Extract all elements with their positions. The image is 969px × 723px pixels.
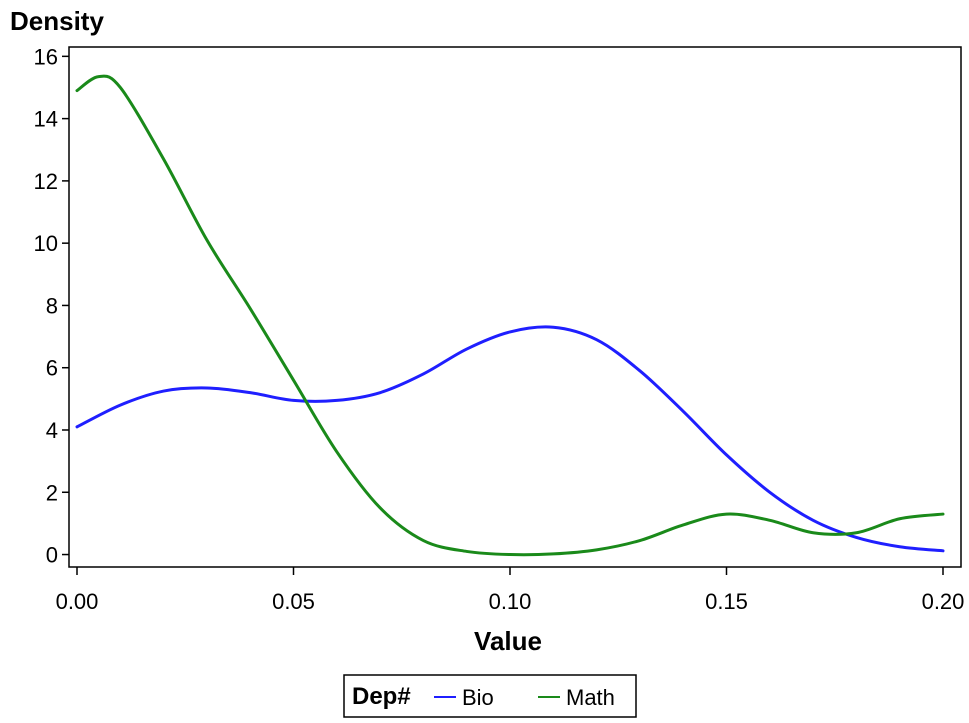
y-tick-label: 14 [34,107,58,132]
x-tick-label: 0.00 [56,589,99,614]
y-axis: 0 2 4 6 8 10 12 14 16 [34,44,69,568]
series-line-math [75,74,945,557]
plot-lines [75,74,945,557]
x-tick-label: 0.05 [272,589,315,614]
legend-box [343,674,637,718]
y-tick-label: 0 [46,543,58,568]
y-tick-label: 8 [46,293,58,318]
x-tick-label: 0.10 [489,589,532,614]
y-tick-label: 10 [34,231,58,256]
x-axis: 0.00 0.05 0.10 0.15 0.20 [56,567,965,614]
x-axis-title: Value [474,626,542,656]
y-axis-title: Density [10,6,104,36]
x-tick-label: 0.20 [922,589,965,614]
legend-label-bio: Bio [462,685,494,710]
legend-label-math: Math [566,685,615,710]
plot-frame [68,46,962,568]
legend-title: Dep# [352,683,411,710]
legend: Dep# Bio Math [343,674,637,718]
y-tick-label: 4 [46,418,58,443]
y-tick-label: 16 [34,44,58,69]
x-tick-label: 0.15 [705,589,748,614]
y-tick-label: 6 [46,356,58,381]
series-line-bio [75,325,945,553]
y-tick-label: 2 [46,480,58,505]
y-tick-label: 12 [34,169,58,194]
legend-entries: Bio Math [434,685,615,710]
